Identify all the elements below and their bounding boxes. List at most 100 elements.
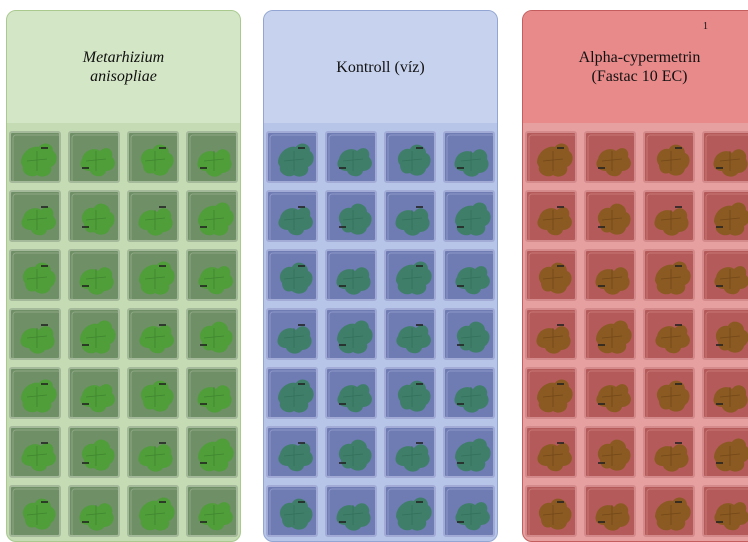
leaf-disc-icon xyxy=(587,311,634,358)
leaf-disc-icon xyxy=(71,252,118,299)
leaf-disc-icon xyxy=(130,134,177,181)
leaf-disc-well xyxy=(266,426,318,478)
leaf-disc-icon xyxy=(130,311,177,358)
leaf-disc-icon xyxy=(189,252,236,299)
leaf-disc-icon xyxy=(705,488,748,535)
leaf-disc-well xyxy=(68,131,120,183)
leaf-disc-icon xyxy=(189,311,236,358)
leaf-disc-well xyxy=(384,426,436,478)
title-line-1: Metarhizium xyxy=(82,49,165,66)
leaf-disc-icon xyxy=(587,252,634,299)
leaf-disc-icon xyxy=(387,429,434,476)
leaf-disc-icon xyxy=(12,252,59,299)
leaf-disc-icon xyxy=(71,429,118,476)
leaf-disc-well xyxy=(325,485,377,537)
leaf-disc-icon xyxy=(130,252,177,299)
leaf-disc-icon xyxy=(528,193,575,240)
leaf-disc-well xyxy=(325,426,377,478)
title-line-2: anisopliae xyxy=(90,68,157,85)
panel-title: Alpha-cypermetrin (Fastac 10 EC) xyxy=(571,48,709,86)
leaf-disc-well xyxy=(702,426,748,478)
leaf-disc-well xyxy=(384,308,436,360)
leaf-disc-well xyxy=(9,190,61,242)
leaf-disc-icon xyxy=(71,370,118,417)
leaf-disc-well xyxy=(127,249,179,301)
leaf-disc-icon xyxy=(328,488,375,535)
leaf-disc-well xyxy=(525,190,577,242)
leaf-disc-well xyxy=(127,426,179,478)
leaf-disc-icon xyxy=(646,252,693,299)
leaf-disc-well xyxy=(186,249,238,301)
leaf-disc-well xyxy=(266,190,318,242)
leaf-disc-well xyxy=(702,308,748,360)
panel-header: 1 Alpha-cypermetrin (Fastac 10 EC) xyxy=(523,11,748,123)
leaf-disc-well xyxy=(702,485,748,537)
leaf-disc-icon xyxy=(646,311,693,358)
leaf-disc-well xyxy=(702,249,748,301)
leaf-disc-well xyxy=(525,131,577,183)
leaf-disc-icon xyxy=(189,193,236,240)
leaf-disc-well xyxy=(127,485,179,537)
leaf-disc-icon xyxy=(387,193,434,240)
leaf-disc-icon xyxy=(71,134,118,181)
leaf-disc-well xyxy=(443,190,495,242)
leaf-disc-icon xyxy=(705,311,748,358)
leaf-disc-icon xyxy=(12,488,59,535)
leaf-disc-icon xyxy=(130,488,177,535)
leaf-disc-well xyxy=(325,308,377,360)
leaf-disc-well xyxy=(643,190,695,242)
leaf-disc-icon xyxy=(528,311,575,358)
treatment-panel-control: Kontroll (víz) xyxy=(263,10,498,542)
leaf-disc-well xyxy=(68,367,120,419)
leaf-disc-well xyxy=(443,308,495,360)
leaf-disc-well xyxy=(584,131,636,183)
leaf-disc-well xyxy=(643,426,695,478)
leaf-disc-well xyxy=(186,367,238,419)
leaf-disc-well xyxy=(127,367,179,419)
leaf-disc-icon xyxy=(587,134,634,181)
leaf-disc-icon xyxy=(12,429,59,476)
leaf-disc-well xyxy=(266,131,318,183)
leaf-disc-well xyxy=(9,131,61,183)
leaf-disc-well xyxy=(525,485,577,537)
leaf-disc-well xyxy=(584,367,636,419)
leaf-disc-icon xyxy=(646,193,693,240)
leaf-disc-icon xyxy=(528,134,575,181)
leaf-disc-well xyxy=(68,308,120,360)
leaf-disc-well xyxy=(9,367,61,419)
leaf-disc-icon xyxy=(705,134,748,181)
leaf-disc-icon xyxy=(328,429,375,476)
leaf-disc-icon xyxy=(528,429,575,476)
leaf-disc-icon xyxy=(528,252,575,299)
leaf-disc-icon xyxy=(12,311,59,358)
leaf-disc-well xyxy=(127,131,179,183)
leaf-disc-icon xyxy=(587,193,634,240)
leaf-disc-icon xyxy=(189,134,236,181)
leaf-disc-well xyxy=(68,426,120,478)
title-line-1: Kontroll (víz) xyxy=(336,58,425,76)
leaf-disc-icon xyxy=(189,429,236,476)
leaf-disc-well xyxy=(643,367,695,419)
leaf-disc-icon xyxy=(328,311,375,358)
leaf-disc-well xyxy=(186,190,238,242)
leaf-disc-icon xyxy=(705,429,748,476)
title-line-2: (Fastac 10 EC) xyxy=(591,68,688,85)
leaf-disc-well xyxy=(443,131,495,183)
leaf-disc-well xyxy=(443,249,495,301)
leaf-disc-well xyxy=(525,308,577,360)
leaf-disc-well xyxy=(702,131,748,183)
leaf-disc-icon xyxy=(446,311,493,358)
treatment-panel-metarhizium: Metarhizium anisopliae xyxy=(6,10,241,542)
leaf-disc-well xyxy=(186,131,238,183)
leaf-disc-icon xyxy=(587,488,634,535)
leaf-disc-icon xyxy=(71,488,118,535)
leaf-disc-icon xyxy=(269,370,316,417)
leaf-disc-icon xyxy=(189,488,236,535)
leaf-disc-well xyxy=(643,308,695,360)
leaf-disc-icon xyxy=(130,193,177,240)
leaf-disc-well xyxy=(186,485,238,537)
leaf-disc-icon xyxy=(446,429,493,476)
leaf-disc-icon xyxy=(528,488,575,535)
panel-title: Metarhizium anisopliae xyxy=(75,48,172,86)
leaf-disc-well xyxy=(443,426,495,478)
